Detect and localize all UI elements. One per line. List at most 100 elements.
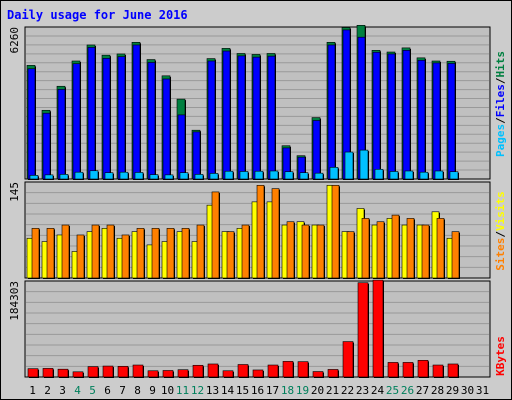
x-tick-label: 21 bbox=[326, 384, 339, 397]
legend-label: Visits bbox=[494, 191, 507, 231]
x-tick-label: 2 bbox=[44, 384, 51, 397]
sites_visits-legend: Sites/Visits bbox=[494, 191, 507, 271]
files-bar bbox=[267, 55, 276, 180]
chart-title: Daily usage for June 2016 bbox=[7, 8, 188, 22]
kbytes-bar bbox=[147, 370, 159, 378]
kbytes-bar bbox=[27, 368, 39, 378]
x-tick-label: 23 bbox=[356, 384, 369, 397]
x-tick-label: 3 bbox=[59, 384, 66, 397]
pages-bar bbox=[314, 172, 324, 180]
pages-bar bbox=[344, 151, 354, 180]
kbytes-bar bbox=[312, 371, 324, 378]
kbytes-bar bbox=[162, 370, 174, 378]
requests-legend: Pages/Files/Hits bbox=[494, 51, 507, 157]
pages-bar bbox=[329, 167, 339, 180]
sites-bar bbox=[46, 228, 55, 279]
sites-bar bbox=[76, 234, 85, 279]
files-bar bbox=[327, 44, 336, 180]
files-bar bbox=[402, 50, 411, 180]
legend-label: Pages bbox=[494, 124, 507, 157]
sites-bar bbox=[196, 224, 205, 279]
pages-bar bbox=[59, 174, 69, 180]
x-tick-label: 11 bbox=[176, 384, 189, 397]
sites-bar bbox=[301, 224, 310, 279]
files-bar bbox=[42, 112, 51, 180]
sites-bar bbox=[166, 228, 175, 279]
legend-label: Files bbox=[494, 84, 507, 117]
x-tick-label: 28 bbox=[431, 384, 444, 397]
legend-label: / bbox=[494, 231, 507, 238]
sites-bar bbox=[451, 231, 460, 279]
sites-bar bbox=[226, 231, 235, 279]
x-tick-label: 15 bbox=[236, 384, 249, 397]
pages-bar bbox=[254, 170, 264, 180]
sites-bar bbox=[376, 221, 385, 279]
sites-bar bbox=[361, 218, 370, 279]
pages-bar bbox=[164, 174, 174, 180]
requests-max-label: 6260 bbox=[8, 27, 21, 54]
x-tick-label: 5 bbox=[89, 384, 96, 397]
kbytes-bar bbox=[72, 371, 84, 378]
sites-bar bbox=[106, 224, 115, 279]
files-bar bbox=[237, 55, 246, 180]
pages-bar bbox=[404, 170, 414, 180]
sites-bar bbox=[61, 224, 70, 279]
x-tick-label: 6 bbox=[104, 384, 111, 397]
kbytes-bar bbox=[102, 365, 114, 378]
files-bar bbox=[147, 62, 156, 180]
x-tick-label: 25 bbox=[386, 384, 399, 397]
sites-bar bbox=[121, 234, 130, 279]
kbytes-bar bbox=[117, 366, 129, 378]
sites-bar bbox=[331, 185, 340, 279]
sites-bar bbox=[91, 224, 100, 279]
sites-bar bbox=[181, 228, 190, 279]
x-tick-label: 13 bbox=[206, 384, 219, 397]
pages-bar bbox=[359, 149, 369, 180]
files-bar bbox=[72, 63, 81, 180]
files-bar bbox=[417, 59, 426, 180]
kbytes-bar bbox=[222, 370, 234, 378]
sites-bar bbox=[406, 218, 415, 279]
kbytes-bar bbox=[387, 362, 399, 378]
sites_visits-max-label: 145 bbox=[8, 182, 21, 202]
kbytes-bar bbox=[87, 366, 99, 378]
x-tick-label: 29 bbox=[446, 384, 459, 397]
x-tick-label: 17 bbox=[266, 384, 279, 397]
kbytes-bar bbox=[297, 361, 309, 378]
pages-bar bbox=[449, 171, 459, 180]
x-tick-label: 24 bbox=[371, 384, 385, 397]
pages-bar bbox=[209, 173, 219, 180]
legend-label: / bbox=[494, 117, 507, 124]
files-bar bbox=[87, 47, 96, 180]
sites-bar bbox=[286, 221, 295, 279]
x-tick-label: 14 bbox=[221, 384, 235, 397]
kbytes-bar bbox=[282, 361, 294, 378]
sites-bar bbox=[421, 224, 430, 279]
files-bar bbox=[102, 58, 111, 180]
kbytes-bar bbox=[357, 282, 369, 378]
sites-bar bbox=[271, 188, 280, 279]
files-bar bbox=[387, 53, 396, 180]
pages-bar bbox=[179, 172, 189, 180]
pages-bar bbox=[224, 170, 234, 180]
files-bar bbox=[162, 78, 171, 180]
pages-bar bbox=[374, 168, 384, 180]
files-bar bbox=[252, 56, 261, 180]
sites-bar bbox=[346, 231, 355, 279]
kbytes-bar bbox=[372, 279, 384, 378]
sites-bar bbox=[391, 214, 400, 279]
kbytes-bar bbox=[327, 369, 339, 378]
pages-bar bbox=[194, 174, 204, 180]
x-tick-label: 10 bbox=[161, 384, 174, 397]
legend-label: Sites bbox=[494, 238, 507, 271]
files-bar bbox=[432, 62, 441, 180]
x-tick-label: 4 bbox=[74, 384, 81, 397]
x-tick-label: 7 bbox=[119, 384, 126, 397]
kbytes-bar bbox=[237, 364, 249, 378]
x-tick-label: 31 bbox=[476, 384, 489, 397]
files-bar bbox=[222, 50, 231, 180]
x-tick-label: 27 bbox=[416, 384, 429, 397]
sites-bar bbox=[136, 228, 145, 279]
